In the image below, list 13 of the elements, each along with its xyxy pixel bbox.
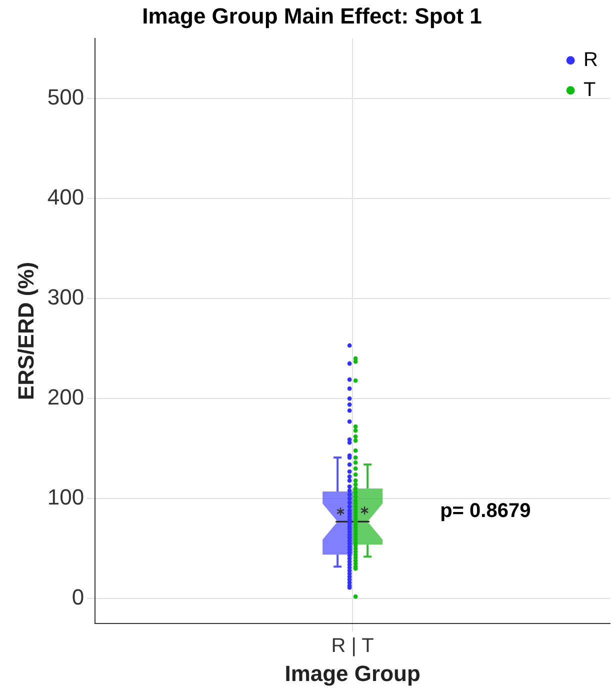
x-axis-title: Image Group xyxy=(284,660,420,686)
y-axis-title: ERS/ERD (%) xyxy=(13,262,38,400)
legend-label: R xyxy=(584,48,598,71)
y-tick-label: 500 xyxy=(47,84,84,110)
y-tick-label: 100 xyxy=(47,484,84,510)
x-tick-label: R | T xyxy=(331,635,374,658)
y-tick-label: 200 xyxy=(47,384,84,410)
annotation: p= 0.8679 xyxy=(440,500,531,522)
legend-label: T xyxy=(584,78,596,101)
y-tick-label: 300 xyxy=(47,284,84,310)
y-tick-label: 400 xyxy=(47,184,84,210)
chart-title: Image Group Main Effect: Spot 1 xyxy=(142,3,482,28)
y-tick-label: 0 xyxy=(72,584,84,610)
